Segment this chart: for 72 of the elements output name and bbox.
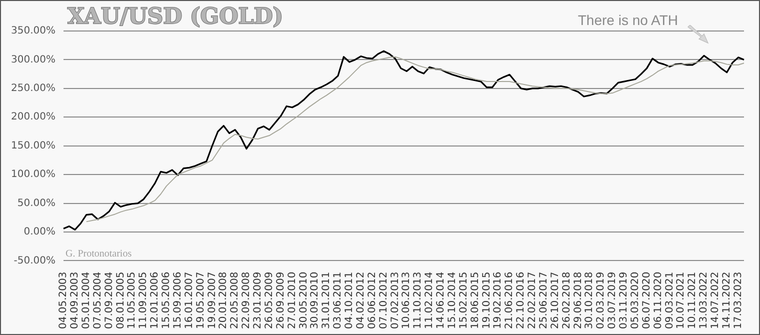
x-tick-label: 07.10.2012 <box>378 272 390 330</box>
x-tick-label: 04.02.2012 <box>355 272 366 330</box>
x-tick-label: 10.07.2021 <box>676 272 687 330</box>
y-tick-label: 100.00% <box>10 169 56 180</box>
x-tick-label: 30.05.2010 <box>298 272 310 330</box>
x-tick-label: 26.02.2018 <box>561 272 572 330</box>
x-tick-label: 09.03.2021 <box>664 272 676 330</box>
x-tick-label: 11.02.2014 <box>424 272 436 330</box>
x-tick-label: 27.01.2010 <box>286 272 298 330</box>
x-tick-label: 30.10.2018 <box>584 272 596 330</box>
y-tick-label: 150.00% <box>10 140 56 152</box>
x-tick-label: 22.10.2016 <box>516 272 527 330</box>
x-tick-label: 11.09.2005 <box>138 272 150 330</box>
x-tick-label: 06.11.2020 <box>652 272 664 330</box>
x-tick-label: 15.09.2006 <box>172 272 184 330</box>
x-tick-label: 22.05.2008 <box>230 272 241 330</box>
x-tick-label: 03.07.2019 <box>607 272 618 330</box>
x-tick-label: 07.05.2004 <box>92 272 104 330</box>
x-tick-label: 08.01.2005 <box>115 272 126 330</box>
x-tick-label: 15.05.2006 <box>161 272 172 330</box>
y-tick-label: 50.00% <box>17 198 56 209</box>
y-tick-label: 350.00% <box>10 26 56 37</box>
x-tick-label: 19.09.2007 <box>206 272 218 330</box>
x-tick-label: 04.09.2003 <box>70 272 81 330</box>
x-tick-label: 10.11.2021 <box>687 272 698 330</box>
x-tick-label: 14.11.2022 <box>721 272 732 330</box>
x-tick-label: 15.10.2014 <box>446 272 458 330</box>
x-tick-label: 06.06.2012 <box>366 272 378 330</box>
x-tick-label: 25.06.2017 <box>538 272 550 330</box>
x-tick-label: 02.03.2019 <box>596 272 607 330</box>
x-tick-label: 31.01.2011 <box>321 272 332 330</box>
x-tick-label: 03.11.2019 <box>618 272 630 330</box>
x-tick-label: 11.10.2013 <box>412 272 424 330</box>
chart-title: XAU/USD (GOLD) <box>67 4 284 30</box>
annotation: G. Protonotarios <box>65 248 132 260</box>
y-tick-label: -50.00% <box>14 255 56 266</box>
x-tick-label: 19.10.2015 <box>481 272 492 330</box>
x-tick-label: 06.07.2020 <box>641 272 652 330</box>
x-tick-label: 18.06.2015 <box>470 272 481 330</box>
x-tick-label: 10.06.2013 <box>401 272 412 330</box>
x-tick-label: 26.09.2009 <box>275 272 286 330</box>
x-tick-label: 04.05.2003 <box>58 272 70 330</box>
x-tick-label: 12.01.2006 <box>150 272 161 330</box>
x-tick-label: 19.05.2007 <box>195 272 206 330</box>
x-tick-label: 07.09.2004 <box>104 272 115 330</box>
x-tick-label: 05.03.2020 <box>630 272 641 330</box>
x-tick-label: 16.01.2007 <box>184 272 195 330</box>
x-tick-label: 30.09.2010 <box>310 272 321 330</box>
y-tick-label: 300.00% <box>10 54 56 66</box>
y-tick-label: 0.00% <box>24 226 56 238</box>
x-tick-label: 21.06.2016 <box>504 272 516 330</box>
x-tick-label: 22.02.2017 <box>527 272 538 330</box>
x-tick-label: 23.01.2009 <box>252 272 264 330</box>
x-tick-label: 05.01.2004 <box>80 272 92 330</box>
x-tick-label: 14.06.2014 <box>436 272 447 330</box>
x-tick-label: 03.06.2011 <box>332 272 344 330</box>
x-tick-label: 22.09.2008 <box>241 272 252 330</box>
x-tick-label: 20.01.2008 <box>218 272 230 330</box>
y-tick-label: 250.00% <box>10 83 56 94</box>
x-tick-label: 17.03.2023 <box>732 272 744 330</box>
x-tick-label: 15.02.2015 <box>458 272 470 330</box>
x-tick-label: 13.03.2022 <box>698 272 710 330</box>
x-tick-label: 14.07.2022 <box>710 272 721 330</box>
x-tick-label: 11.05.2005 <box>126 272 138 330</box>
x-tick-label: 26.10.2017 <box>550 272 561 330</box>
x-tick-label: 29.06.2018 <box>572 272 584 330</box>
x-tick-label: 26.05.2009 <box>264 272 275 330</box>
x-tick-label: 07.02.2013 <box>390 272 401 330</box>
text: There is no ATH <box>578 12 678 28</box>
x-tick-label: 19.02.2016 <box>492 272 504 330</box>
x-tick-label: 04.10.2011 <box>344 272 356 330</box>
y-tick-label: 200.00% <box>10 112 56 123</box>
